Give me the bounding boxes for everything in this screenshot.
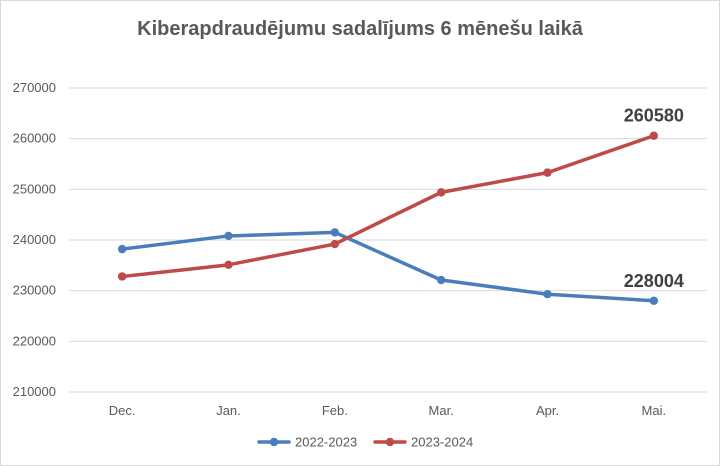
series-layer	[118, 132, 658, 305]
x-axis-ticks: Dec. Jan. Feb. Mar. Apr. Mai.	[109, 403, 666, 418]
data-point	[118, 245, 126, 253]
data-point	[543, 168, 551, 176]
data-point	[331, 228, 339, 236]
data-point	[331, 240, 339, 248]
legend-item: 2023-2024	[375, 435, 473, 450]
y-tick-label: 270000	[13, 80, 56, 95]
data-point	[224, 232, 232, 240]
x-tick-label: Dec.	[109, 403, 136, 418]
data-point	[118, 272, 126, 280]
chart-title: Kiberapdraudējumu sadalījums 6 mēnešu la…	[137, 18, 584, 40]
y-tick-label: 240000	[13, 232, 56, 247]
series-2023-2024	[118, 132, 658, 281]
line-chart: Kiberapdraudējumu sadalījums 6 mēnešu la…	[1, 1, 719, 465]
y-axis-ticks: 210000 220000 230000 240000 250000 260000 2700…	[13, 80, 56, 399]
chart-frame: Kiberapdraudējumu sadalījums 6 mēnešu la…	[0, 0, 720, 466]
x-tick-label: Mai.	[642, 403, 667, 418]
y-tick-label: 250000	[13, 181, 56, 196]
x-tick-label: Apr.	[536, 403, 559, 418]
legend-item: 2022-2023	[259, 435, 357, 450]
x-tick-label: Jan.	[216, 403, 241, 418]
data-point	[224, 261, 232, 269]
legend: 2022-2023 2023-2024	[259, 435, 473, 450]
legend-marker	[386, 438, 394, 446]
x-tick-label: Feb.	[322, 403, 348, 418]
y-tick-label: 260000	[13, 131, 56, 146]
data-point	[650, 297, 658, 305]
gridlines	[69, 88, 707, 392]
data-point	[543, 290, 551, 298]
data-label: 228004	[624, 271, 684, 291]
legend-marker	[270, 438, 278, 446]
y-tick-label: 230000	[13, 283, 56, 298]
legend-label: 2023-2024	[411, 435, 473, 450]
data-point	[437, 188, 445, 196]
legend-label: 2022-2023	[295, 435, 357, 450]
data-point	[650, 132, 658, 140]
y-tick-label: 220000	[13, 333, 56, 348]
x-tick-label: Mar.	[429, 403, 454, 418]
data-point	[437, 276, 445, 284]
y-tick-label: 210000	[13, 384, 56, 399]
data-label: 260580	[624, 106, 684, 126]
